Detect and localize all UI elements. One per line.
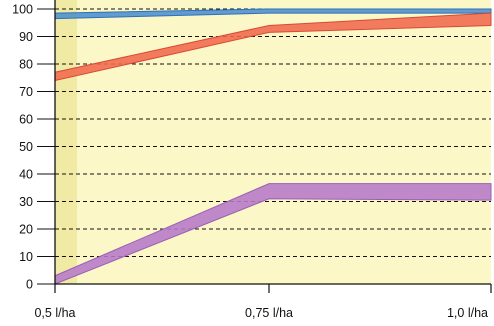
- left-shade-band: [55, 0, 77, 284]
- y-tick-label: 100: [12, 3, 33, 17]
- x-tick-label: 1,0 l/ha: [447, 306, 488, 320]
- y-tick-label: 10: [19, 250, 33, 264]
- y-tick-label: 20: [19, 223, 33, 237]
- x-tick-labels: 0,5 l/ha 0,75 l/ha 1,0 l/ha: [34, 284, 492, 320]
- x-tick-label: 0,5 l/ha: [34, 306, 75, 320]
- plot-background: [55, 0, 491, 284]
- x-tick-label: 0,75 l/ha: [245, 306, 293, 320]
- y-tick-label: 60: [19, 113, 33, 127]
- y-tick-label: 30: [19, 195, 33, 209]
- y-tick-label: 40: [19, 168, 33, 182]
- y-tick-label: 0: [26, 278, 33, 292]
- y-tick-label: 70: [19, 85, 33, 99]
- gridlines: [55, 8, 491, 257]
- y-tick-label: 50: [19, 140, 33, 154]
- y-tick-label: 80: [19, 58, 33, 72]
- y-tick-labels: 0 10 20 30 40 50 60 70 80 90 100: [12, 3, 55, 292]
- y-tick-label: 90: [19, 30, 33, 44]
